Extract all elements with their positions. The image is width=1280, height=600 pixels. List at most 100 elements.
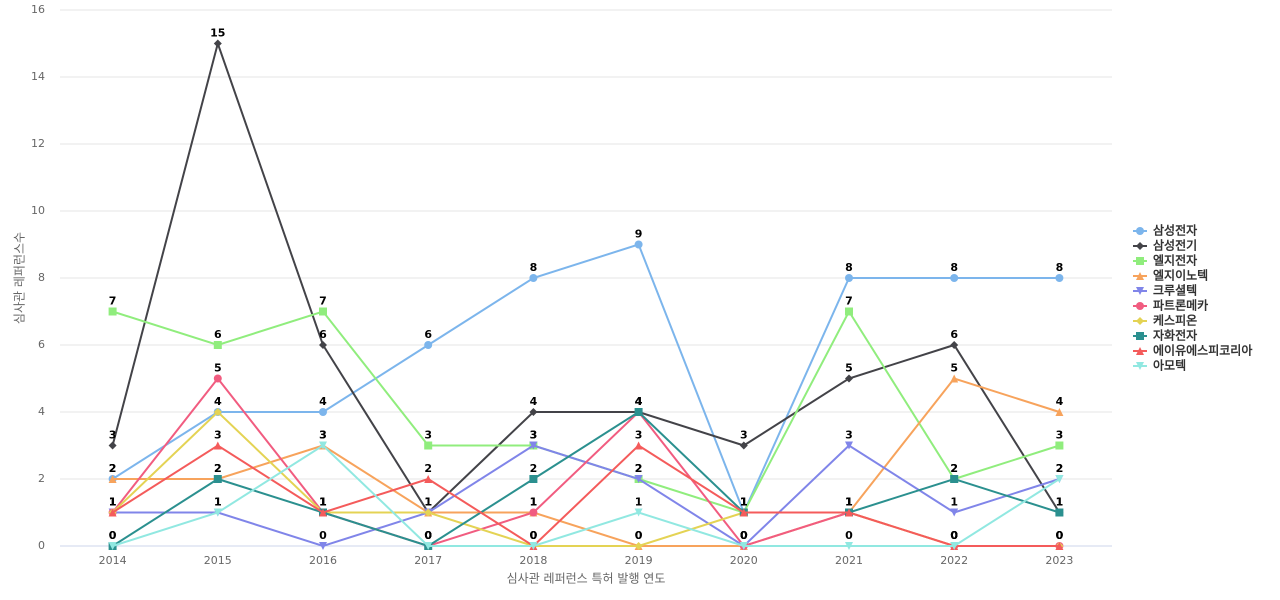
- data-label: 3: [845, 429, 853, 442]
- data-label: 1: [530, 496, 538, 509]
- line: [112, 444, 1060, 548]
- data-label: 2: [1056, 462, 1064, 475]
- marker: [950, 475, 959, 483]
- marker: [845, 508, 853, 517]
- data-label: 5: [950, 362, 958, 375]
- marker: [424, 542, 433, 550]
- data-label: 2: [1056, 462, 1064, 475]
- data-label: 1: [845, 496, 853, 509]
- marker: [634, 542, 643, 550]
- marker: [1055, 508, 1064, 517]
- legend-symbol: [1136, 317, 1144, 325]
- data-label: 2: [424, 462, 432, 475]
- marker: [213, 341, 222, 349]
- data-label: 0: [950, 529, 958, 542]
- marker: [1055, 475, 1064, 483]
- marker: [950, 508, 959, 517]
- data-label: 4: [214, 395, 222, 408]
- data-label: 0: [740, 529, 748, 542]
- data-label: 8: [530, 261, 538, 274]
- marker: [950, 374, 959, 383]
- legend-label: 에이유에스피코리아: [1153, 343, 1252, 358]
- data-label: 1: [845, 496, 853, 509]
- marker: [108, 441, 117, 450]
- data-label: 0: [530, 529, 538, 542]
- marker: [319, 441, 327, 450]
- data-label: 1: [319, 496, 327, 509]
- marker: [739, 508, 748, 517]
- x-tick-label: 2021: [835, 554, 863, 567]
- data-label: 7: [845, 295, 853, 308]
- data-label: 2: [950, 462, 958, 475]
- y-tick-label: 16: [31, 3, 45, 16]
- data-label: 0: [424, 529, 432, 542]
- legend-label: 아모텍: [1153, 358, 1186, 373]
- data-label: 0: [1056, 529, 1064, 542]
- data-label: 0: [950, 529, 958, 542]
- line: [112, 243, 1060, 516]
- marker: [950, 542, 959, 550]
- marker: [213, 508, 222, 517]
- marker: [1055, 408, 1064, 416]
- marker: [529, 441, 538, 450]
- data-label: 2: [109, 462, 117, 475]
- x-tick-label: 2020: [730, 554, 758, 567]
- legend-label: 엘지이노텍: [1153, 268, 1208, 283]
- marker: [845, 307, 853, 316]
- legend-label: 삼성전자: [1153, 223, 1197, 238]
- data-label: 1: [109, 496, 117, 509]
- data-label: 0: [319, 529, 327, 542]
- data-label: 0: [950, 529, 958, 542]
- data-label: 0: [740, 529, 748, 542]
- legend-symbol: [1136, 362, 1144, 370]
- data-label: 1: [1056, 496, 1064, 509]
- line: [111, 40, 1061, 515]
- data-label: 6: [319, 328, 327, 341]
- x-tick-label: 2016: [309, 554, 337, 567]
- marker: [950, 274, 959, 282]
- data-label: 0: [635, 529, 643, 542]
- data-label: 1: [845, 496, 853, 509]
- legend-symbol: [1136, 242, 1144, 250]
- data-label: 6: [424, 328, 432, 341]
- line: [112, 410, 1060, 548]
- data-label: 0: [635, 529, 643, 542]
- y-tick-label: 4: [38, 405, 45, 418]
- marker: [634, 475, 643, 483]
- data-label: 1: [424, 496, 432, 509]
- marker: [529, 542, 538, 550]
- marker: [845, 374, 853, 383]
- data-label: 3: [530, 429, 538, 442]
- marker: [529, 475, 538, 483]
- data-label: 3: [635, 429, 643, 442]
- legend-label: 파트론메카: [1153, 298, 1208, 313]
- y-tick-label: 8: [38, 271, 45, 284]
- marker: [108, 475, 117, 483]
- y-tick-label: 0: [38, 539, 45, 552]
- data-label: 1: [845, 496, 853, 509]
- data-label: 2: [214, 462, 222, 475]
- legend-symbol: [1136, 227, 1144, 235]
- y-tick-label: 6: [38, 338, 45, 351]
- legend-item: 크루셜텍: [1133, 283, 1197, 298]
- legend-symbol: [1136, 257, 1144, 265]
- data-label: 1: [740, 496, 748, 509]
- data-label: 1: [740, 496, 748, 509]
- series: [108, 441, 1064, 550]
- marker: [529, 274, 538, 282]
- data-label: 1: [740, 496, 748, 509]
- marker: [319, 542, 327, 550]
- marker: [424, 441, 433, 450]
- data-label: 2: [109, 462, 117, 475]
- x-tick-label: 2017: [414, 554, 442, 567]
- data-label: 1: [214, 496, 222, 509]
- marker: [529, 508, 538, 517]
- legend-item: 에이유에스피코리아: [1133, 343, 1252, 358]
- marker: [634, 240, 643, 249]
- x-tick-label: 2018: [519, 554, 547, 567]
- data-label: 2: [950, 462, 958, 475]
- marker: [213, 374, 222, 383]
- data-label: 3: [319, 429, 327, 442]
- legend-label: 삼성전기: [1153, 238, 1197, 253]
